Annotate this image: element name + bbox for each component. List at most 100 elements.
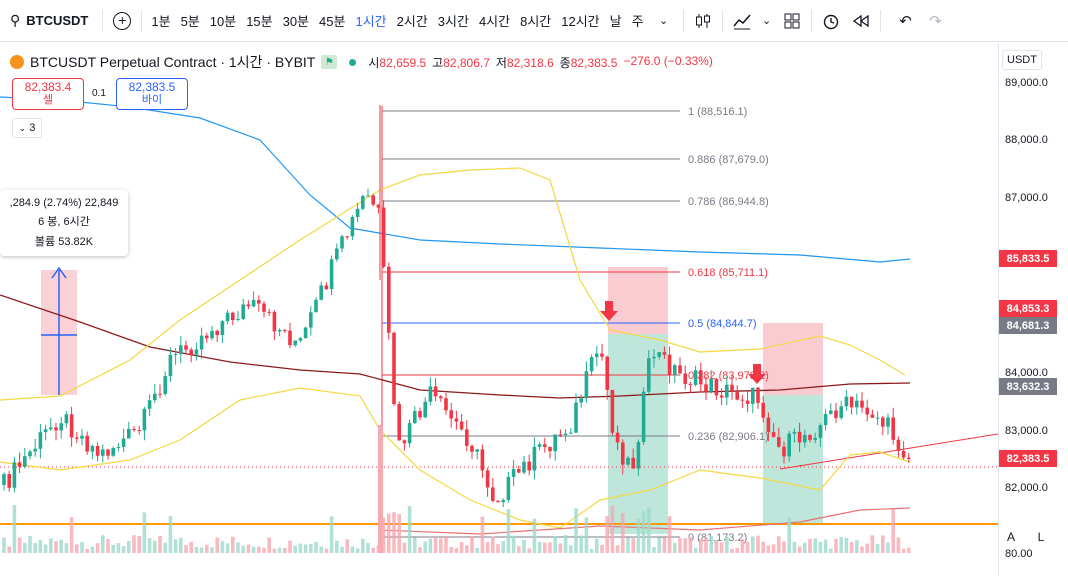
candle-style-icon[interactable] [688,6,718,36]
volume-bar [288,540,292,553]
volume-bar [522,540,526,553]
interval-5[interactable]: 45분 [319,14,346,29]
sell-button[interactable]: 82,383.4 셀 [12,78,84,110]
volume-bar [95,543,100,553]
volume-bar [532,518,537,553]
log-scale-button[interactable]: L [1030,526,1052,548]
volume-bar [771,544,776,553]
interval-8[interactable]: 3시간 [437,14,469,29]
candle [345,236,349,238]
market-open-icon: ⚑ [321,55,338,69]
candle [418,411,422,418]
volume-bar [491,536,495,553]
signal-arrow-icon [748,374,766,384]
volume-bar [761,541,765,553]
candle [491,487,495,501]
interval-2[interactable]: 10분 [209,14,237,29]
alert-clock-icon[interactable] [816,6,846,36]
indicators-icon[interactable] [727,6,757,36]
volume-bar [101,535,105,553]
volume-bar [527,548,531,553]
candle [142,408,147,431]
price-tag: 83,632.3 [999,378,1057,395]
interval-12[interactable]: 날 [609,14,622,29]
candle [381,207,386,267]
candle [38,432,43,449]
candle [621,442,625,465]
chevron-down-icon[interactable]: ⌄ [761,15,772,27]
candle [844,396,849,407]
chevron-down-icon[interactable]: ⌄ [658,15,669,27]
candle [782,446,786,457]
price-axis[interactable]: 89,000.088,000.087,000.086,000.084,000.0… [998,43,1068,576]
candle [532,446,537,471]
currency-label: USDT [1007,54,1037,66]
auto-scale-button[interactable]: A [1000,526,1022,548]
candle [589,357,594,372]
compare-add-icon[interactable]: + [107,6,137,36]
volume-bar [766,545,771,553]
candle [506,476,511,501]
symbol-search[interactable]: ⚲ BTCUSDT [0,0,98,41]
candle [834,410,838,418]
candle [605,356,609,390]
candle [376,204,381,208]
candle [33,448,37,452]
candle [95,445,100,456]
volume-bar [184,545,188,553]
interval-9[interactable]: 4시간 [478,14,511,29]
undo-icon[interactable]: ↶ [899,12,912,30]
candle [886,417,890,427]
volume-bar [907,547,911,553]
price-tag: 82,383.5 [999,450,1057,467]
bb-lower [0,387,911,529]
buy-button[interactable]: 82,383.5 바이 [116,78,188,110]
interval-7[interactable]: 2시간 [396,14,428,29]
layout-grid-icon[interactable] [777,6,807,36]
interval-3[interactable]: 15분 [246,14,273,29]
redo-icon[interactable]: ↷ [929,12,942,30]
currency-selector[interactable]: USDT [1002,50,1042,70]
indicators-toggle[interactable]: ⌄ 3 [12,118,42,138]
volume-bar [745,541,750,553]
candle [839,406,843,418]
volume-bar [647,507,651,553]
volume-bar [64,543,69,553]
price-tick-label: 89,000.0 [1005,77,1048,89]
candle [459,421,464,430]
volume-bar [350,546,355,553]
interval-1[interactable]: 5분 [180,14,200,29]
volume-bar [85,548,89,553]
candle [43,429,48,433]
candle [553,434,557,452]
volume-bar [43,544,48,553]
interval-4[interactable]: 30분 [282,14,310,29]
fib-level-label: 0 (81,173.2) [688,532,747,544]
price-chart[interactable]: 1 (88,516.1) 0.886 (87,679.0) 0.786 (86,94… [0,43,998,576]
candle [225,312,230,322]
candle [527,461,531,471]
volume-bar [896,537,901,553]
interval-6[interactable]: 1시간 [355,14,387,29]
bb-basis [379,507,911,535]
volume-bar [158,535,162,553]
interval-0[interactable]: 1분 [151,14,171,29]
interval-11[interactable]: 12시간 [561,14,600,29]
candle [688,383,693,385]
candle [626,457,630,465]
candle [147,400,152,409]
candle [465,429,469,446]
volume-bar [470,535,474,553]
candle [340,236,344,249]
volume-bar [605,516,609,553]
volume-bar [465,545,469,553]
replay-icon[interactable] [846,6,876,36]
volume-bar [860,546,864,553]
volume-bar [693,547,698,553]
candle [90,445,95,452]
interval-10[interactable]: 8시간 [520,14,552,29]
candle [444,398,448,411]
candle [80,435,84,439]
interval-13[interactable]: 주 [631,14,644,29]
